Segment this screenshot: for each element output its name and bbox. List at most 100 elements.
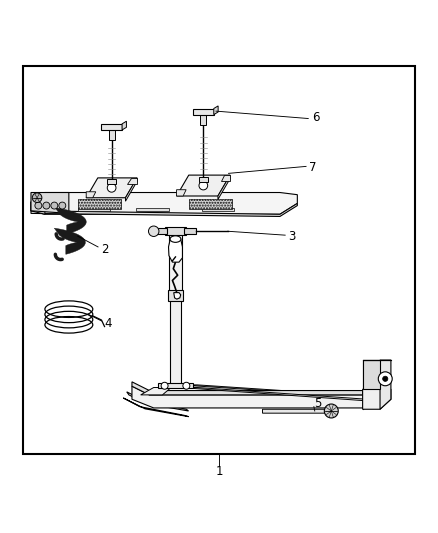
Circle shape bbox=[100, 203, 101, 204]
Circle shape bbox=[92, 203, 93, 204]
Circle shape bbox=[208, 201, 209, 202]
Circle shape bbox=[82, 201, 83, 202]
Circle shape bbox=[111, 206, 112, 207]
Circle shape bbox=[103, 201, 104, 202]
Circle shape bbox=[227, 206, 228, 207]
Polygon shape bbox=[199, 177, 208, 182]
Circle shape bbox=[211, 203, 212, 204]
Polygon shape bbox=[200, 114, 206, 125]
Circle shape bbox=[87, 199, 88, 200]
Text: 6: 6 bbox=[312, 111, 319, 124]
Polygon shape bbox=[214, 106, 218, 115]
Circle shape bbox=[111, 201, 112, 202]
Circle shape bbox=[111, 205, 112, 206]
Circle shape bbox=[82, 205, 83, 206]
Text: 1: 1 bbox=[215, 465, 223, 478]
Circle shape bbox=[100, 205, 101, 206]
Circle shape bbox=[211, 206, 212, 207]
Circle shape bbox=[183, 382, 190, 389]
Polygon shape bbox=[31, 192, 45, 214]
Circle shape bbox=[98, 205, 99, 206]
Circle shape bbox=[214, 206, 215, 207]
Polygon shape bbox=[78, 199, 121, 208]
Circle shape bbox=[113, 205, 114, 206]
Circle shape bbox=[116, 203, 117, 204]
Circle shape bbox=[219, 205, 220, 206]
Circle shape bbox=[198, 203, 199, 204]
Circle shape bbox=[116, 205, 117, 206]
Circle shape bbox=[214, 205, 215, 206]
Circle shape bbox=[224, 206, 225, 207]
Circle shape bbox=[222, 206, 223, 207]
Circle shape bbox=[51, 202, 58, 209]
Text: 3: 3 bbox=[289, 230, 296, 243]
Circle shape bbox=[190, 201, 191, 202]
Circle shape bbox=[79, 203, 80, 204]
Circle shape bbox=[98, 199, 99, 200]
Circle shape bbox=[208, 199, 209, 200]
Circle shape bbox=[90, 201, 91, 202]
Polygon shape bbox=[31, 204, 297, 216]
Circle shape bbox=[148, 226, 159, 237]
Circle shape bbox=[103, 206, 104, 207]
Circle shape bbox=[95, 206, 96, 207]
Polygon shape bbox=[218, 175, 230, 199]
Circle shape bbox=[211, 201, 212, 202]
Circle shape bbox=[214, 201, 215, 202]
Polygon shape bbox=[122, 121, 127, 130]
Circle shape bbox=[43, 202, 50, 209]
Circle shape bbox=[219, 201, 220, 202]
Circle shape bbox=[198, 199, 199, 200]
Circle shape bbox=[82, 199, 83, 200]
Circle shape bbox=[203, 205, 204, 206]
Circle shape bbox=[190, 203, 191, 204]
Circle shape bbox=[216, 201, 217, 202]
Circle shape bbox=[190, 205, 191, 206]
Polygon shape bbox=[54, 228, 85, 254]
Circle shape bbox=[206, 199, 207, 200]
Polygon shape bbox=[201, 208, 234, 211]
Circle shape bbox=[59, 202, 66, 209]
Circle shape bbox=[208, 203, 209, 204]
Circle shape bbox=[95, 203, 96, 204]
Circle shape bbox=[116, 199, 117, 200]
Circle shape bbox=[95, 199, 96, 200]
Circle shape bbox=[222, 205, 223, 206]
Circle shape bbox=[116, 201, 117, 202]
Circle shape bbox=[216, 203, 217, 204]
Circle shape bbox=[193, 199, 194, 200]
Circle shape bbox=[113, 206, 114, 207]
Polygon shape bbox=[180, 385, 367, 397]
Circle shape bbox=[113, 199, 114, 200]
Circle shape bbox=[227, 203, 228, 204]
Polygon shape bbox=[107, 179, 116, 184]
Bar bbox=[23, 66, 415, 454]
Circle shape bbox=[222, 203, 223, 204]
Circle shape bbox=[32, 193, 42, 203]
Text: 2: 2 bbox=[101, 244, 109, 256]
Circle shape bbox=[219, 203, 220, 204]
Circle shape bbox=[95, 205, 96, 206]
Circle shape bbox=[195, 205, 196, 206]
Circle shape bbox=[193, 203, 194, 204]
Circle shape bbox=[113, 203, 114, 204]
Circle shape bbox=[216, 205, 217, 206]
Text: 5: 5 bbox=[314, 397, 322, 410]
Circle shape bbox=[161, 382, 168, 389]
Circle shape bbox=[190, 206, 191, 207]
Polygon shape bbox=[31, 192, 69, 213]
Circle shape bbox=[203, 199, 204, 200]
Circle shape bbox=[208, 205, 209, 206]
Circle shape bbox=[216, 206, 217, 207]
Circle shape bbox=[79, 201, 80, 202]
Circle shape bbox=[111, 199, 112, 200]
Circle shape bbox=[111, 203, 112, 204]
Circle shape bbox=[103, 205, 104, 206]
Circle shape bbox=[118, 206, 119, 207]
Circle shape bbox=[82, 206, 83, 207]
Polygon shape bbox=[363, 389, 391, 409]
Circle shape bbox=[95, 201, 96, 202]
Circle shape bbox=[216, 199, 217, 200]
Circle shape bbox=[193, 206, 194, 207]
Circle shape bbox=[378, 372, 392, 386]
